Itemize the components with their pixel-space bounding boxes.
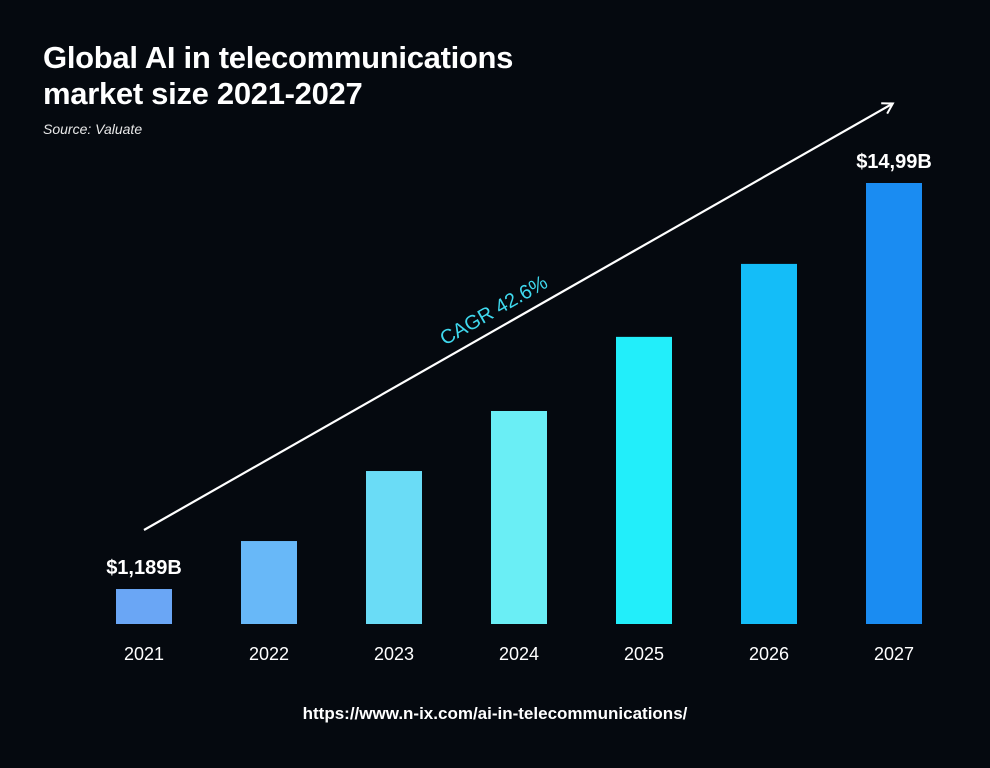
- data-label-2021: $1,189B: [106, 557, 182, 579]
- bar-2022: [241, 541, 297, 624]
- chart-title-line-1: Global AI in telecommunications: [43, 40, 514, 75]
- x-tick-label-2023: 2023: [374, 644, 414, 664]
- x-tick-label-2022: 2022: [249, 644, 289, 664]
- chart-title-line-2: market size 2021-2027: [43, 76, 363, 111]
- growth-arrow: [143, 102, 895, 531]
- x-tick-label-2021: 2021: [124, 644, 164, 664]
- x-tick-label-2027: 2027: [874, 644, 914, 664]
- bar-2026: [741, 263, 797, 624]
- bar-2025: [616, 336, 672, 624]
- x-tick-label-2024: 2024: [499, 644, 539, 664]
- source-url[interactable]: https://www.n-ix.com/ai-in-telecommunica…: [302, 704, 688, 723]
- x-tick-label-2026: 2026: [749, 644, 789, 664]
- x-tick-label-2025: 2025: [624, 644, 664, 664]
- bar-2023: [366, 471, 422, 624]
- bar-2027: [866, 183, 922, 624]
- cagr-annotation: CAGR 42.6%: [436, 271, 551, 350]
- chart-source: Source: Valuate: [43, 121, 143, 137]
- data-label-2027: $14,99B: [856, 151, 932, 173]
- chart-title: Global AI in telecommunications market s…: [43, 40, 513, 112]
- bar-2021: [116, 589, 172, 624]
- bar-2024: [491, 411, 547, 624]
